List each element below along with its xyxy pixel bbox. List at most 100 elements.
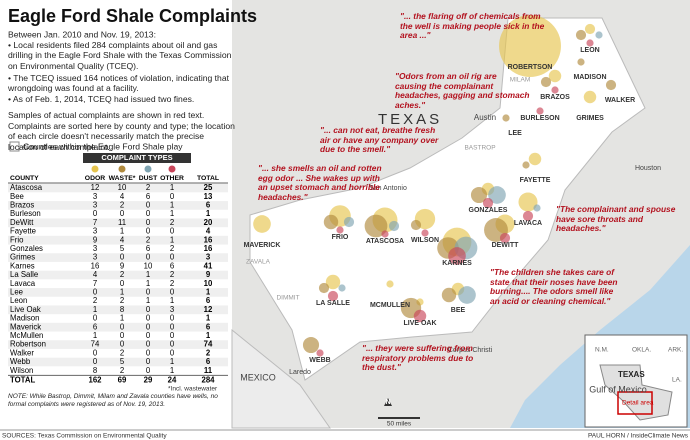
table-cell: 0	[146, 366, 151, 375]
table-cell: 41	[204, 261, 213, 270]
county-label: MADISON	[573, 74, 606, 81]
place-label: Laredo	[289, 369, 311, 376]
column-header: ODOR	[85, 175, 105, 182]
table-cell: Madison	[10, 314, 39, 323]
county-label: MCMULLEN	[370, 302, 410, 309]
bullet: • Local residents filed 284 complaints a…	[8, 40, 232, 71]
complaint-circle	[302, 336, 320, 354]
table-cell: 6	[146, 192, 150, 201]
shale-play-counties	[249, 17, 646, 381]
table-cell: 4	[93, 270, 98, 279]
complaint-quote: "... the flaring off of chemicals from t…	[400, 11, 545, 41]
table-cell: 0	[170, 192, 175, 201]
table-cell: Lavaca	[10, 279, 36, 288]
table-cell: 0	[120, 331, 125, 340]
table-cell: 74	[204, 340, 213, 349]
complaint-circle	[336, 226, 344, 234]
complaint-circle	[338, 284, 346, 292]
table-cell: 3	[93, 244, 97, 253]
county-label: LEE	[508, 130, 522, 137]
legend-swatch	[9, 141, 20, 152]
complaint-circle	[575, 29, 587, 41]
table-cell: 3	[93, 227, 97, 236]
table-cell: 16	[91, 261, 100, 270]
complaint-circle	[584, 23, 596, 35]
complaint-circle	[499, 15, 561, 77]
row-stripe	[8, 305, 228, 315]
table-cell: Burleson	[10, 209, 41, 218]
title: Eagle Ford Shale Complaints	[8, 6, 257, 26]
table-cell: 1	[170, 200, 174, 209]
table-cell: 0	[170, 348, 175, 357]
complaint-circle	[470, 186, 488, 204]
county-label: FRIO	[332, 234, 349, 241]
complaint-circle	[488, 186, 506, 204]
table-cell: 2	[170, 279, 174, 288]
table-cell: 0	[120, 340, 125, 349]
bullet: • The TCEQ issued 164 notices of violati…	[8, 73, 230, 94]
place-label: Gulf of Mexico	[589, 384, 647, 394]
table-cell: 6	[146, 244, 150, 253]
table-cell: Walker	[10, 348, 34, 357]
complaint-circle	[586, 39, 594, 47]
inset-label: ARK.	[668, 347, 683, 354]
complaint-quote: "... she smells an oil and rotten egg od…	[258, 163, 382, 202]
place-label: Corpus Christi	[448, 347, 493, 354]
table-cell: 1	[170, 357, 174, 366]
county-label: DEWITT	[492, 242, 520, 249]
table-group-header: COMPLAINT TYPES	[101, 153, 172, 162]
table-cell: 2	[206, 348, 211, 357]
complaint-circle	[540, 76, 552, 88]
county-label: FAYETTE	[520, 177, 551, 184]
complaint-circle	[323, 214, 339, 230]
county-label: LA SALLE	[316, 300, 350, 307]
table-cell: 6	[206, 322, 211, 331]
table-cell: 1	[120, 227, 124, 236]
table-cell: 9	[206, 270, 211, 279]
table-cell: 0	[146, 331, 151, 340]
row-stripe	[8, 288, 228, 297]
table-cell: 20	[204, 218, 213, 227]
row-stripe	[8, 253, 228, 262]
complaint-circle	[583, 90, 597, 104]
table-cell: 0	[93, 287, 98, 296]
table-group-header-bg	[83, 153, 191, 163]
complaint-circle	[386, 280, 394, 288]
table-cell: Robertson	[10, 340, 46, 349]
row-stripe	[8, 235, 228, 245]
complaint-circle	[327, 290, 339, 302]
complaint-circle	[577, 58, 585, 66]
complaint-circle	[441, 287, 457, 303]
county-label: LEON	[580, 47, 599, 54]
table-note: NOTE: While Bastrop, Dimmit, Milam and Z…	[8, 393, 218, 408]
table-cell: 13	[204, 192, 213, 201]
table-cell: 2	[120, 270, 124, 279]
complaint-circle	[499, 232, 511, 244]
total-cell: 29	[144, 375, 153, 384]
table-cell: 4	[120, 192, 125, 201]
table-cell: 6	[206, 200, 211, 209]
complaint-circle	[253, 215, 271, 233]
total-cell: 24	[168, 375, 177, 384]
table-cell: 1	[170, 209, 174, 218]
table-cell: 1	[206, 287, 211, 296]
county-label: WALKER	[605, 97, 635, 104]
table-cell: Fayette	[10, 227, 36, 236]
total-cell: 69	[118, 375, 127, 384]
table-cell: 4	[206, 227, 211, 236]
table-cell: 2	[170, 244, 174, 253]
complaint-circle	[522, 210, 534, 222]
total-cell: TOTAL	[10, 375, 36, 384]
complaint-quote: "Odors from an oil rig are causing the c…	[395, 71, 530, 110]
type-swatch	[118, 165, 126, 173]
table-cell: 6	[170, 261, 174, 270]
table-cell: 3	[93, 253, 97, 262]
state-label: TEXAS	[378, 111, 442, 128]
place-label: Houston	[635, 165, 661, 172]
table-cell: 2	[170, 218, 174, 227]
intro: Between Jan. 2010 and Nov. 19, 2013:	[8, 29, 156, 39]
row-stripe	[8, 322, 228, 332]
table-cell: Karnes	[10, 261, 35, 270]
complaint-circle	[548, 69, 562, 83]
